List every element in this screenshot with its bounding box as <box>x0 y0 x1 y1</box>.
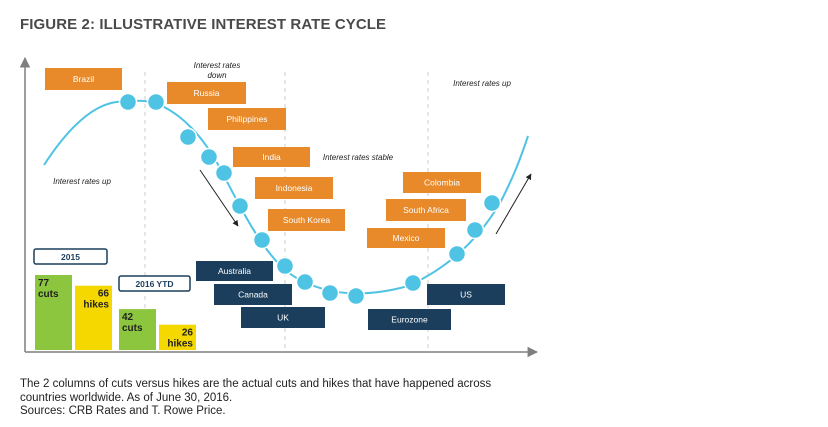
country-box-philippines <box>208 108 286 130</box>
year-label-2015: 2015 <box>61 252 80 262</box>
country-box-us <box>427 284 505 305</box>
phase-annotation-down: down <box>207 71 227 80</box>
country-label-philippines: Philippines <box>226 114 267 124</box>
bar-kind-label: cuts <box>122 323 143 334</box>
figure-title: FIGURE 2: ILLUSTRATIVE INTEREST RATE CYC… <box>20 16 387 33</box>
cycle-dot <box>482 193 502 213</box>
cycle-dot <box>320 283 340 303</box>
country-label-indonesia: Indonesia <box>276 183 313 193</box>
cycle-dot <box>346 286 366 306</box>
year-label-box <box>33 248 108 265</box>
country-label-brazil: Brazil <box>73 74 94 84</box>
cycle-dot <box>146 92 166 112</box>
country-label-australia: Australia <box>218 266 251 276</box>
phase-annotation-down: Interest rates <box>194 61 241 70</box>
bar-kind-label: hikes <box>167 339 193 350</box>
country-label-uk: UK <box>277 313 289 323</box>
cycle-dot <box>252 230 272 250</box>
bar-hikes-2016-ytd <box>159 324 196 350</box>
country-label-us: US <box>460 290 472 300</box>
cycle-dot <box>295 272 315 292</box>
cycle-dot <box>199 147 219 167</box>
country-box-russia <box>167 82 246 104</box>
country-box-colombia <box>403 172 481 193</box>
cycle-dot <box>465 220 485 240</box>
country-box-india <box>233 147 310 167</box>
country-box-south-korea <box>268 209 345 231</box>
bar-value: 26 <box>182 328 194 339</box>
country-box-uk <box>241 307 325 328</box>
phase-annotation-up-left: Interest rates up <box>53 177 111 186</box>
country-label-south-africa: South Africa <box>403 205 449 215</box>
cycle-dot <box>230 196 250 216</box>
cycle-dot <box>178 127 198 147</box>
country-box-indonesia <box>255 177 333 199</box>
cycle-dot <box>447 244 467 264</box>
country-label-colombia: Colombia <box>424 178 460 188</box>
phase-annotation-stable: Interest rates stable <box>323 153 394 162</box>
country-box-brazil <box>45 68 122 90</box>
country-label-india: India <box>262 152 281 162</box>
bar-kind-label: hikes <box>83 300 109 311</box>
country-label-russia: Russia <box>194 88 220 98</box>
country-label-mexico: Mexico <box>393 233 420 243</box>
source-line: Sources: CRB Rates and T. Rowe Price. <box>20 405 226 417</box>
country-box-eurozone <box>368 309 451 330</box>
bar-hikes-2015 <box>75 285 112 350</box>
bar-cuts-2015 <box>35 275 72 350</box>
country-box-canada <box>214 284 292 305</box>
country-label-south-korea: South Korea <box>283 215 331 225</box>
phase-annotation-up-right: Interest rates up <box>453 79 511 88</box>
arrow-rates-up <box>495 173 532 235</box>
country-box-south-africa <box>386 199 466 221</box>
cycle-dot <box>403 273 423 293</box>
figure-notes: The 2 columns of cuts versus hikes are t… <box>20 378 580 419</box>
bar-value: 66 <box>98 289 110 300</box>
year-label-2016-ytd: 2016 YTD <box>135 279 173 289</box>
bar-kind-label: cuts <box>38 289 59 300</box>
cycle-dot <box>214 163 234 183</box>
country-label-canada: Canada <box>238 290 268 300</box>
note-line: The 2 columns of cuts versus hikes are t… <box>20 378 492 390</box>
arrow-rates-down <box>199 169 239 227</box>
country-box-mexico <box>367 228 445 248</box>
cycle-dot <box>118 92 138 112</box>
country-box-australia <box>196 261 273 281</box>
country-label-eurozone: Eurozone <box>391 315 428 325</box>
bar-value: 42 <box>122 312 134 323</box>
note-line: countries worldwide. As of June 30, 2016… <box>20 391 233 404</box>
cycle-dot <box>275 256 295 276</box>
year-label-box <box>118 275 191 292</box>
bar-value: 77 <box>38 278 50 289</box>
bar-cuts-2016-ytd <box>119 309 156 350</box>
